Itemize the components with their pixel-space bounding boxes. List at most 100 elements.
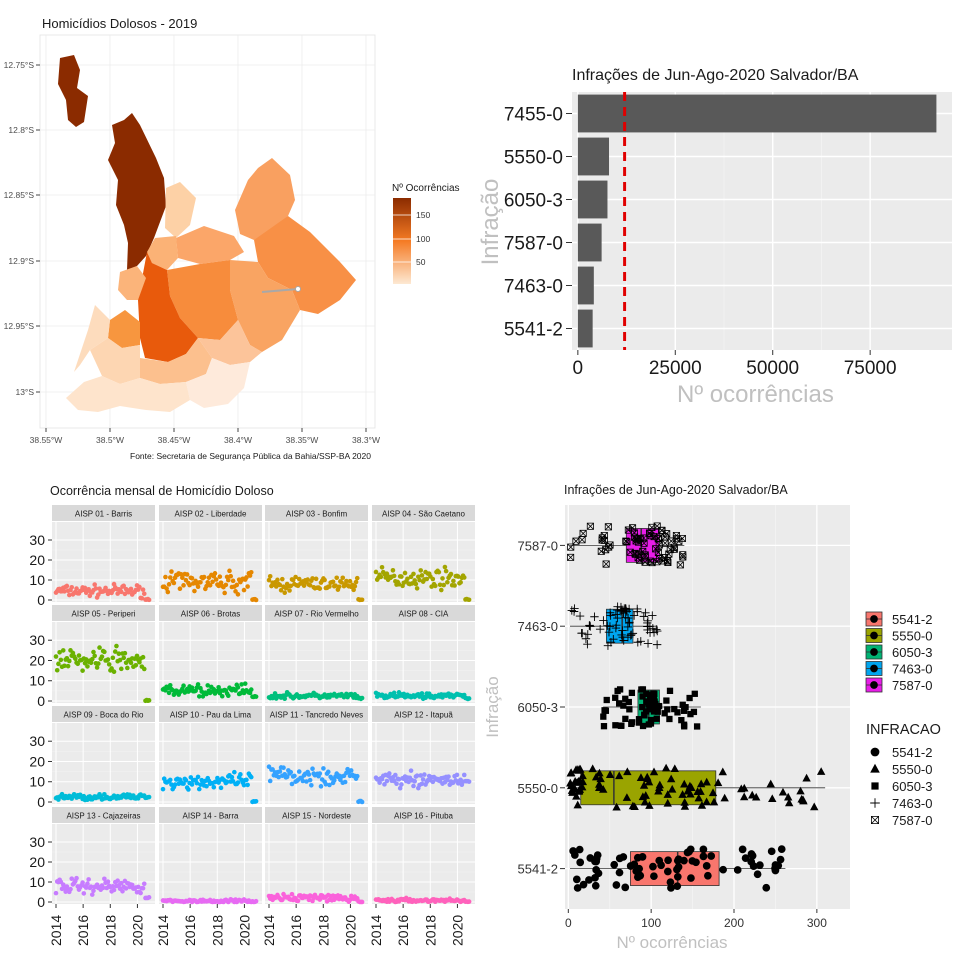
facet-point (129, 882, 135, 888)
facet-point (436, 569, 442, 575)
box-point-7463-0 (613, 613, 622, 623)
facet-point (189, 575, 195, 581)
box-point-5550-0 (709, 797, 719, 806)
facet-point (195, 584, 201, 590)
box-point-7463-0 (586, 622, 595, 631)
facet-point (281, 765, 286, 771)
map-river-line (261, 288, 299, 293)
facet-point (396, 777, 402, 782)
box-point-5541-2 (569, 847, 577, 855)
map-caption: Fonte: Secretaria de Segurança Pública d… (130, 451, 371, 461)
box-point-7463-0 (629, 611, 639, 620)
facet-point (321, 766, 326, 771)
map-region-west-strip (147, 236, 178, 270)
facet-point (115, 591, 120, 596)
facet-point (123, 886, 129, 891)
box-point-7587-0 (604, 523, 612, 531)
facet-point (419, 781, 425, 787)
facet-point (420, 777, 426, 782)
facet-point (181, 781, 186, 786)
facet-point (225, 693, 231, 699)
map-lon-label: 38.5°W (96, 435, 124, 445)
legend-shape-key-7587-0 (871, 816, 879, 824)
box-point-5541-2 (685, 847, 693, 856)
facet-point (414, 773, 420, 778)
box-point-6050-3 (647, 716, 655, 724)
box-point-6050-3 (680, 707, 688, 714)
facet-y-tick-label: 0 (37, 693, 45, 709)
box-point-6050-3 (650, 692, 658, 700)
facet-point (73, 656, 78, 662)
box-point-7463-0 (618, 632, 627, 642)
facet-point (396, 581, 402, 587)
facet-point (288, 769, 294, 775)
box-point-5550-0 (737, 784, 746, 793)
box-point-7463-0 (590, 612, 599, 621)
facet-y-tick-label: 0 (37, 794, 45, 810)
facet-point (284, 774, 290, 780)
box-point-5550-0 (645, 801, 654, 809)
box-point-7463-0 (641, 608, 650, 618)
facet-point (266, 577, 272, 583)
facet-strip (159, 807, 262, 823)
box-point-5550-0 (663, 790, 672, 798)
box-point-6050-3 (646, 696, 654, 703)
legend-fill-key-point (870, 664, 878, 673)
box-point-7587-0 (598, 534, 606, 542)
facet-point (89, 656, 95, 662)
box-point-7587-0 (634, 538, 643, 546)
facet-point (378, 574, 384, 580)
box-point-5550-0 (784, 792, 793, 801)
facet-point (160, 786, 166, 792)
facet-point (296, 576, 302, 582)
facet-point (121, 583, 127, 589)
facet-point (248, 569, 254, 575)
box-point-7587-0 (636, 556, 644, 564)
facet-point (85, 664, 90, 669)
facet-point (138, 890, 143, 896)
box-point-5550-0 (778, 787, 788, 796)
facet-point (445, 777, 450, 783)
box-point-7587-0 (663, 557, 671, 565)
facet-point (53, 654, 59, 659)
facet-point (245, 782, 250, 788)
facet-point (218, 580, 224, 585)
facet-strip (265, 505, 368, 521)
box-chart-marks: 7587-0 7463-0 6050-3 5550-0 5541-2 0 100 200 300 (518, 505, 850, 930)
facet-point (128, 586, 134, 592)
box-category-label: 7463-0 (518, 619, 558, 634)
legend-fill-label: 5550-0 (892, 629, 932, 644)
box-point-5541-2 (762, 883, 771, 892)
box-point-7587-0 (670, 543, 678, 551)
facet-point (117, 657, 123, 663)
facet-point (330, 579, 336, 585)
box-point-7587-0 (579, 529, 587, 538)
facet-point (110, 884, 116, 889)
facet-point (253, 597, 259, 603)
box-y-axis-label: Infração (483, 676, 502, 737)
facet-strip (265, 807, 368, 823)
box-point-7463-0 (643, 616, 653, 626)
facet-point (118, 589, 124, 595)
box-point-5550-0 (649, 767, 659, 776)
box-point-5550-0 (687, 783, 696, 791)
facet-point (189, 782, 195, 787)
legend-fill-key-point (870, 631, 878, 640)
facet-point (133, 662, 139, 668)
map-region-west-mid (118, 266, 146, 300)
facet-point (399, 782, 404, 787)
box-point-6050-3 (663, 697, 670, 704)
box-point-5550-0 (680, 801, 690, 810)
facet-point (307, 777, 313, 783)
box-point-6050-3 (628, 719, 636, 726)
facet-point (306, 772, 312, 777)
box-point-7587-0 (572, 537, 580, 545)
box-point-5541-2 (733, 866, 742, 874)
box-point-6050-3 (679, 701, 686, 708)
box-x-tick-label: 300 (807, 916, 827, 930)
box-point-5541-2 (585, 876, 593, 884)
box-point-6050-3 (614, 687, 621, 695)
box-point-6050-3 (651, 704, 658, 711)
facet-point (99, 654, 105, 659)
box-point-5550-0 (572, 791, 581, 800)
